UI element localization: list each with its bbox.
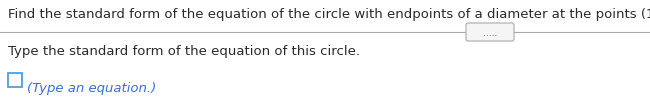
Text: .....: ..... (483, 28, 497, 37)
Text: Type the standard form of the equation of this circle.: Type the standard form of the equation o… (8, 45, 360, 57)
FancyBboxPatch shape (466, 24, 514, 42)
Text: Find the standard form of the equation of the circle with endpoints of a diamete: Find the standard form of the equation o… (8, 8, 650, 21)
Text: (Type an equation.): (Type an equation.) (27, 81, 156, 94)
Bar (8, 73, 22, 87)
